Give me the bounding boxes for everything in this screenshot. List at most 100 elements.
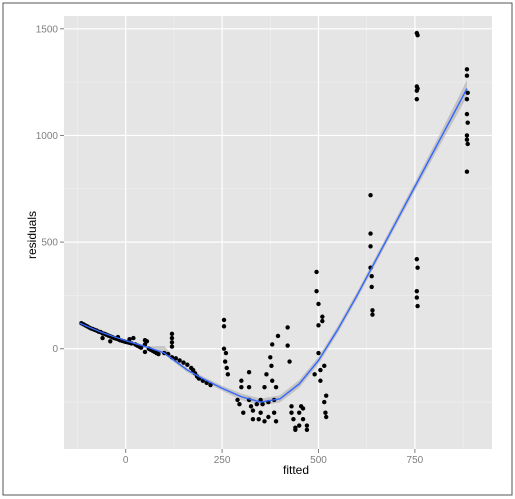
data-point [414,256,420,262]
y-tick-label: 1500 [36,24,59,35]
data-point [415,303,420,309]
y-tick-label: 500 [41,238,58,249]
data-point [316,301,321,307]
data-point [169,344,175,349]
data-point [369,274,374,279]
x-tick-label: 500 [310,455,327,466]
data-point [173,356,179,361]
data-point [289,404,294,409]
data-point [414,96,420,102]
data-point [320,314,325,319]
data-point [138,345,144,350]
data-point [273,419,279,424]
data-point [100,335,105,341]
data-point [464,67,470,72]
data-point [414,288,420,294]
data-point [254,402,259,407]
data-point [268,355,273,360]
data-point [208,382,213,388]
data-point [260,402,265,407]
data-point [465,120,470,125]
data-point [131,335,136,341]
data-point [241,410,246,415]
minor-gridlines [64,16,492,449]
y-tick-label: 0 [52,344,58,355]
data-point [465,141,470,147]
data-point [264,372,269,377]
data-point [224,365,229,371]
data-point [169,340,175,345]
data-point [291,416,296,422]
data-point [369,284,374,290]
data-point [464,169,470,174]
data-point [285,325,290,330]
data-point [271,410,277,415]
data-point [108,339,113,344]
data-point [185,362,190,367]
data-point [414,88,420,93]
data-point [258,397,263,403]
data-point [314,269,319,275]
data-point [239,378,244,383]
data-point [127,336,132,342]
y-axis-title: residuals [25,211,39,259]
data-point [287,359,292,364]
data-point [415,265,420,270]
data-point [177,358,182,363]
x-tick-label: 0 [123,455,129,466]
data-point [318,378,323,383]
data-point [322,399,327,405]
data-point [239,384,244,390]
data-point [169,335,175,341]
x-tick-label: 750 [407,455,424,466]
data-point [275,333,281,339]
data-point [304,427,310,433]
data-point [314,288,319,294]
data-point [293,427,298,433]
data-point [464,133,470,138]
data-point [300,406,306,411]
smooth-fit-line [79,88,468,403]
data-point [262,419,267,424]
data-point [221,346,227,351]
plot-panel [64,16,492,449]
data-point [270,378,275,383]
data-point [221,317,227,323]
y-tick-label: 1000 [36,131,59,142]
data-point [285,343,290,348]
data-point [221,324,227,329]
data-point [304,423,310,428]
smooth-line-layer [79,88,468,403]
data-point [235,397,240,403]
data-point [237,402,242,407]
data-point [464,96,470,102]
data-point [368,192,373,198]
data-point [370,308,375,313]
data-point [250,408,256,413]
data-point [246,370,252,375]
data-point [289,410,294,415]
data-point [368,244,373,249]
x-axis-title: fitted [283,463,309,477]
data-point [190,367,196,373]
data-point [273,384,279,390]
data-point [414,295,420,300]
data-point [316,323,321,328]
data-point [270,342,275,347]
data-point [320,318,325,324]
data-point [262,384,267,390]
data-point [464,111,470,117]
data-point [223,350,229,356]
data-point [465,90,470,95]
data-point [225,372,231,377]
x-tick-label: 250 [214,455,231,466]
data-point [169,331,175,337]
data-point [312,372,317,377]
data-point [464,137,470,142]
data-point [316,350,321,356]
data-point [323,414,329,420]
data-point [415,32,420,38]
data-point [222,359,228,364]
data-point [323,410,328,415]
data-point [370,312,375,317]
